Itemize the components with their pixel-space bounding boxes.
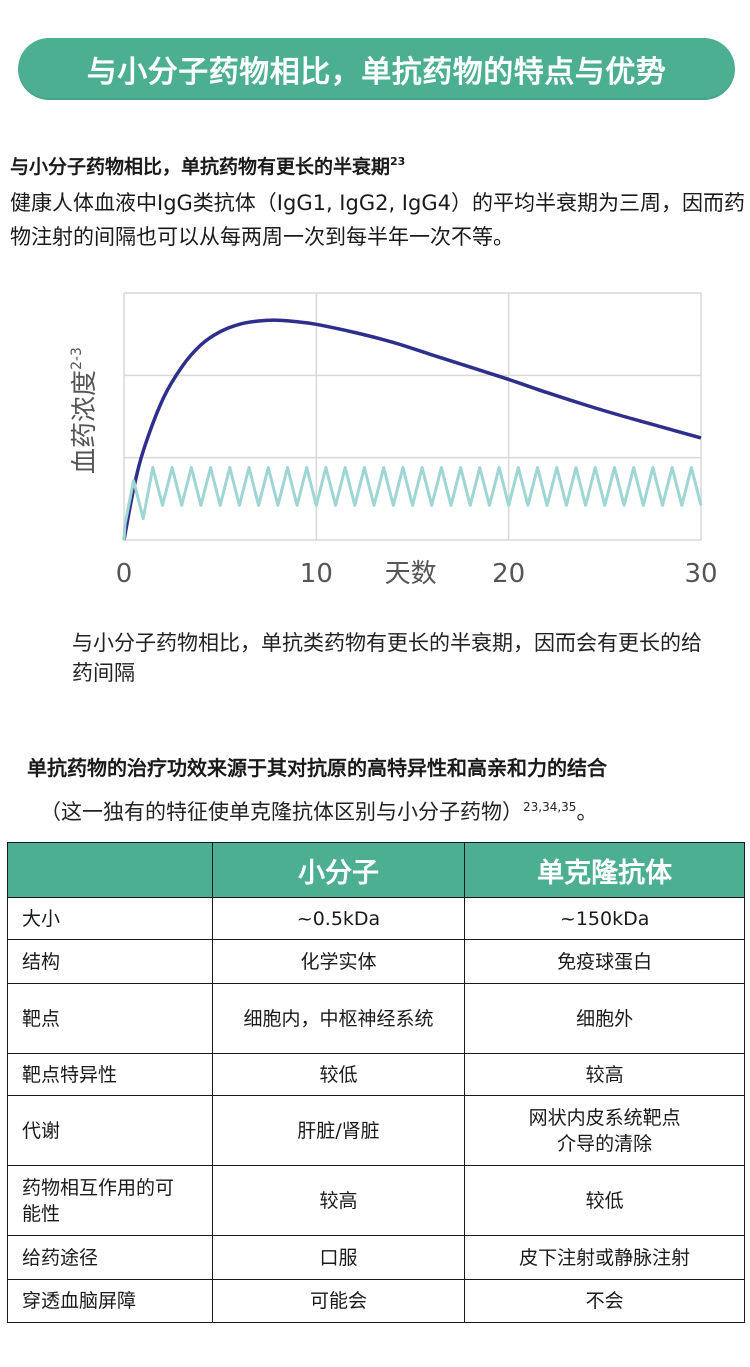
series-line-small-molecule: [122, 466, 703, 541]
section1-body: 健康人体血液中IgG类抗体（IgG1, IgG2, IgG4）的平均半衰期为三周…: [10, 191, 745, 249]
table-cell: 网状内皮系统靶点介导的清除: [464, 1095, 745, 1166]
y-axis-label-text: 血药浓度: [69, 369, 100, 474]
table-row: 给药途径 口服 皮下注射或静脉注射: [7, 1235, 745, 1280]
table-header-row: 小分子 单克隆抗体: [7, 842, 745, 898]
table-header-cell: 单克隆抗体: [464, 842, 745, 898]
table-cell: 较高: [464, 1053, 745, 1096]
table-cell: 药物相互作用的可能性: [7, 1165, 213, 1236]
table-cell: 穿透血脑屏障: [7, 1279, 213, 1323]
table-cell: 结构: [7, 939, 213, 984]
comparison-table: 小分子 单克隆抗体 大小 ~0.5kDa ~150kDa 结构 化学实体 免疫球…: [7, 842, 745, 1323]
section1-title: 与小分子药物相比，单抗药物有更长的半衰期23: [10, 152, 405, 179]
table-cell: ~150kDa: [464, 897, 745, 940]
table-cell: 皮下注射或静脉注射: [464, 1235, 745, 1280]
table-row: 代谢 肝脏/肾脏 网状内皮系统靶点介导的清除: [7, 1095, 745, 1166]
table-cell: 免疫球蛋白: [464, 939, 745, 984]
table-cell: 大小: [7, 897, 213, 940]
chart-caption: 与小分子药物相比，单抗类药物有更长的半衰期，因而会有更长的给药间隔: [72, 631, 702, 685]
table-cell: 细胞内，中枢神经系统: [211, 983, 466, 1054]
table-cell: 较高: [211, 1165, 466, 1236]
x-tick-label: 30: [684, 559, 717, 589]
series-line-antibody: [122, 318, 702, 541]
x-tick-label: 10: [300, 559, 333, 589]
section1-title-text: 与小分子药物相比，单抗药物有更长的半衰期: [10, 156, 391, 178]
table-cell: 不会: [464, 1279, 745, 1323]
table-header-cell: [7, 842, 213, 898]
table-row: 大小 ~0.5kDa ~150kDa: [7, 897, 745, 940]
x-tick-label: 0: [116, 559, 133, 589]
section2-subtitle: （这一独有的特征使单克隆抗体区别与小分子药物）23,34,35。: [40, 796, 597, 826]
table-cell: 细胞外: [464, 983, 745, 1054]
table-row: 靶点特异性 较低 较高: [7, 1053, 745, 1096]
section2-sub-ref: 23,34,35: [523, 800, 577, 814]
table-cell: 靶点特异性: [7, 1053, 213, 1096]
banner-title: 与小分子药物相比，单抗药物的特点与优势: [86, 55, 667, 90]
table-cell: 靶点: [7, 983, 213, 1054]
table-row: 靶点 细胞内，中枢神经系统 细胞外: [7, 983, 745, 1054]
table-cell: ~0.5kDa: [211, 897, 466, 940]
half-life-chart: 0 10 20 30 天数: [0, 280, 750, 610]
table-row: 穿透血脑屏障 可能会 不会: [7, 1279, 745, 1323]
table-cell: 口服: [211, 1235, 466, 1280]
y-axis-label: 血药浓度2-3: [60, 335, 104, 485]
table-cell: 代谢: [7, 1095, 213, 1166]
section1-title-ref: 23: [390, 155, 406, 168]
page-banner: 与小分子药物相比，单抗药物的特点与优势: [18, 38, 735, 100]
section2-title: 单抗药物的治疗功效来源于其对抗原的高特异性和高亲和力的结合: [27, 756, 607, 780]
table-cell: 化学实体: [211, 939, 466, 984]
chart-grid: [123, 292, 702, 541]
chart-series: [122, 318, 703, 541]
table-header-cell: 小分子: [211, 842, 466, 898]
plot-frame: [123, 292, 702, 541]
chart-svg: 0 10 20 30 天数: [116, 292, 718, 589]
y-axis-label-ref: 2-3: [68, 346, 85, 370]
table-row: 药物相互作用的可能性 较高 较低: [7, 1165, 745, 1236]
section2-sub-end: 。: [576, 800, 598, 824]
section2-sub-text: （这一独有的特征使单克隆抗体区别与小分子药物）: [40, 800, 523, 824]
table-cell: 较低: [464, 1165, 745, 1236]
table-cell: 给药途径: [7, 1235, 213, 1280]
x-tick-label: 20: [492, 559, 525, 589]
table-cell: 较低: [211, 1053, 466, 1096]
table-row: 结构 化学实体 免疫球蛋白: [7, 939, 745, 984]
x-axis-label: 天数: [385, 559, 437, 589]
chart-ticks: 0 10 20 30 天数: [116, 559, 718, 589]
table-cell: 可能会: [211, 1279, 466, 1323]
table-cell: 肝脏/肾脏: [211, 1095, 466, 1166]
